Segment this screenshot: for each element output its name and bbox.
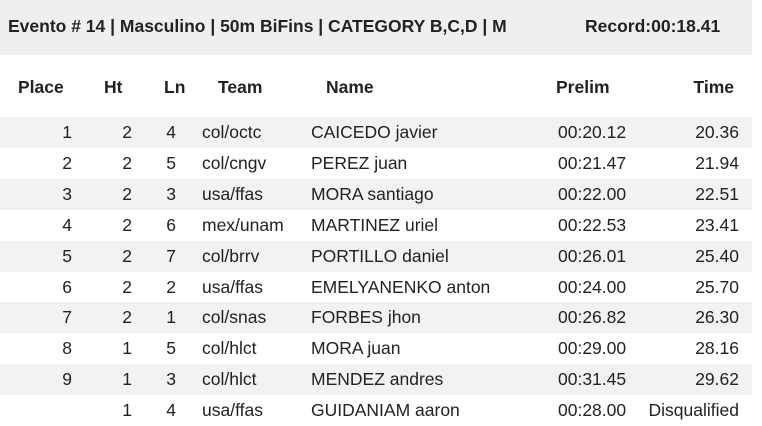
cell: 7: [62, 307, 72, 328]
column-header: Team: [218, 77, 263, 97]
cell: 00:26.01: [558, 245, 627, 266]
cell: 2: [122, 276, 132, 297]
cell: 2: [122, 245, 132, 266]
result-row: 8 1 5 col/hlct MORA juan 00:29.00 28.16: [0, 333, 752, 364]
result-row: 5 2 7 col/brrv PORTILLO daniel 00:26.01 25.40: [0, 240, 752, 272]
cell: 5: [166, 152, 176, 173]
event-header: Evento # 14 | Masculino | 50m BiFins | C…: [0, 0, 752, 55]
cell: MARTINEZ uriel: [311, 214, 439, 235]
cell: 00:26.82: [558, 307, 627, 328]
cell: 3: [62, 183, 72, 204]
cell: 29.62: [695, 369, 739, 390]
result-row: 1 4 usa/ffas GUIDANIAM aaron 00:28.00 Disqual…: [0, 395, 752, 426]
cell: 2: [166, 276, 176, 297]
cell: 2: [122, 183, 132, 204]
cell: col/hlct: [202, 369, 257, 390]
cell: 2: [122, 152, 132, 173]
cell: 5: [62, 245, 72, 266]
cell: 25.40: [695, 245, 739, 266]
cell: 7: [166, 245, 176, 266]
cell: 1: [122, 369, 132, 390]
cell: 00:20.12: [558, 122, 627, 142]
cell: EMELYANENKO anton: [311, 276, 491, 297]
cell: usa/ffas: [202, 400, 263, 421]
column-header: Prelim: [556, 77, 610, 97]
cell: 1: [122, 338, 132, 359]
column-header: Ht: [104, 77, 123, 97]
cell: 00:31.45: [558, 369, 627, 390]
column-header: Place: [18, 77, 64, 97]
cell: 25.70: [695, 276, 739, 297]
cell: 4: [62, 214, 72, 235]
cell: col/octc: [202, 122, 262, 142]
cell: PEREZ juan: [311, 152, 408, 173]
cell: MORA juan: [311, 338, 401, 359]
column-header: Ln: [164, 77, 186, 97]
cell: 1: [122, 400, 132, 421]
cell: 20.36: [695, 122, 739, 142]
cell: 22.51: [695, 183, 739, 204]
cell: 00:21.47: [558, 152, 627, 173]
results-table: Place Ht Ln Team Name Prelim Time 1 2 4 col/octc CA…: [0, 62, 762, 426]
cell: usa/ffas: [202, 276, 263, 297]
cell: 00:28.00: [558, 400, 627, 421]
cell: 1: [166, 307, 176, 328]
cell: 00:29.00: [558, 338, 627, 359]
cell: 2: [62, 152, 72, 173]
cell: 9: [62, 369, 72, 390]
record: Record:00:18.41: [585, 16, 721, 36]
cell: 1: [62, 122, 72, 142]
cell: 21.94: [695, 152, 739, 173]
cell: FORBES jhon: [311, 307, 421, 328]
result-row: 7 2 1 col/snas FORBES jhon 00:26.82 26.30: [0, 302, 752, 334]
cell: MENDEZ andres: [311, 369, 444, 390]
cell: 23.41: [695, 214, 739, 235]
cell: 00:22.53: [558, 214, 627, 235]
cell: Disqualified: [648, 400, 739, 421]
cell: col/brrv: [202, 245, 260, 266]
cell: 8: [62, 338, 72, 359]
cell: 2: [122, 122, 132, 142]
column-header: Name: [326, 77, 374, 97]
cell: 28.16: [695, 338, 739, 359]
cell: 6: [62, 276, 72, 297]
cell: col/cngv: [202, 152, 267, 173]
cell: PORTILLO daniel: [311, 245, 449, 266]
cell: 26.30: [695, 307, 739, 328]
cell: GUIDANIAM aaron: [311, 400, 460, 421]
cell: col/snas: [202, 307, 267, 328]
result-row: 9 1 3 col/hlct MENDEZ andres 00:31.45 29.62: [0, 364, 752, 396]
cell: MORA santiago: [311, 183, 434, 204]
cell: mex/unam: [202, 214, 284, 235]
cell: 4: [166, 400, 176, 421]
cell: 2: [122, 307, 132, 328]
cell: 5: [166, 338, 176, 359]
cell: usa/ffas: [202, 183, 263, 204]
cell: 00:24.00: [558, 276, 627, 297]
result-row: 1 2 4 col/octc CAICEDO javier 00:20.12 20.36: [0, 117, 752, 148]
result-row: 4 2 6 mex/unam MARTINEZ uriel 00:22.53 23.41: [0, 210, 752, 241]
cell: col/hlct: [202, 338, 257, 359]
result-row: 2 2 5 col/cngv PEREZ juan 00:21.47 21.94: [0, 148, 752, 179]
result-row: 6 2 2 usa/ffas EMELYANENKO anton 00:24.00 25.7…: [0, 272, 752, 303]
event-title: Evento # 14 | Masculino | 50m BiFins | C…: [8, 16, 507, 36]
cell: 3: [166, 183, 176, 204]
cell: 3: [166, 369, 176, 390]
cell: 2: [122, 214, 132, 235]
column-header: Time: [693, 77, 734, 97]
cell: 00:22.00: [558, 183, 627, 204]
cell: 6: [166, 214, 176, 235]
result-row: 3 2 3 usa/ffas MORA santiago 00:22.00 22.51: [0, 178, 752, 210]
cell: 4: [166, 122, 176, 142]
cell: CAICEDO javier: [311, 122, 438, 142]
